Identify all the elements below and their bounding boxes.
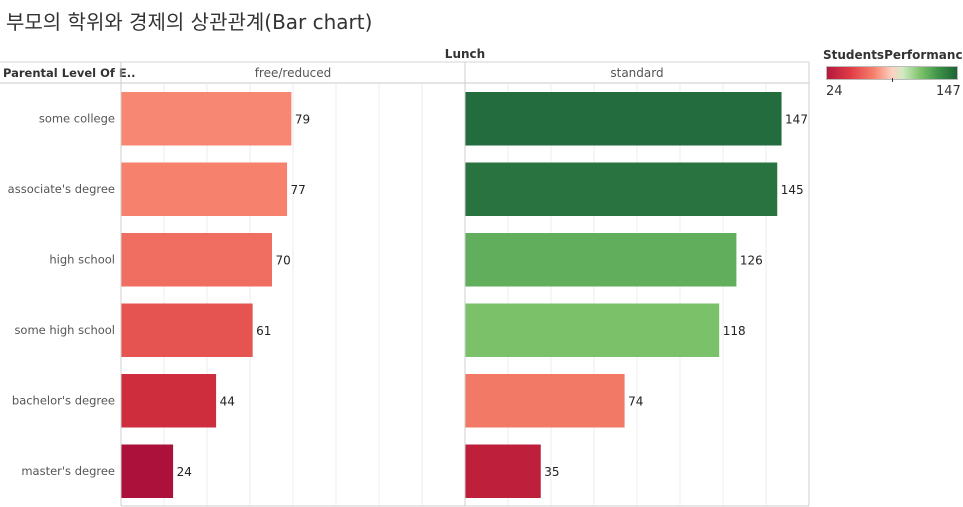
legend-title: StudentsPerformance.. xyxy=(823,48,963,62)
bar xyxy=(465,444,541,498)
data-label: 44 xyxy=(220,394,235,408)
data-label: 35 xyxy=(544,465,559,479)
legend-min-label: 24 xyxy=(826,84,843,99)
column-header-lunch: Lunch xyxy=(445,47,485,61)
data-label: 61 xyxy=(256,324,271,338)
category-label: some college xyxy=(39,111,115,125)
data-label: 118 xyxy=(723,324,746,338)
data-label: 77 xyxy=(291,183,306,197)
bar xyxy=(465,162,778,216)
data-label: 24 xyxy=(177,465,192,479)
legend-midpoint-tick xyxy=(892,78,893,82)
bar xyxy=(121,92,292,146)
column-header-standard: standard xyxy=(610,66,663,80)
column-header-free-reduced: free/reduced xyxy=(255,66,332,80)
bar xyxy=(121,444,174,498)
legend-max-label: 147 xyxy=(936,84,961,99)
chart-title: 부모의 학위와 경제의 상관관계(Bar chart) xyxy=(6,10,373,34)
data-label: 70 xyxy=(276,253,291,267)
category-label: bachelor's degree xyxy=(12,393,115,407)
data-label: 126 xyxy=(740,253,763,267)
bar xyxy=(465,303,720,357)
category-label: master's degree xyxy=(21,464,115,478)
data-label: 79 xyxy=(295,112,310,126)
data-label: 147 xyxy=(785,112,808,126)
bar xyxy=(465,233,737,287)
bar xyxy=(465,374,625,428)
bar xyxy=(121,303,253,357)
category-label: associate's degree xyxy=(8,182,115,196)
data-label: 145 xyxy=(781,183,804,197)
row-header-parental-level: Parental Level Of E.. xyxy=(3,66,136,80)
category-label: some high school xyxy=(14,323,115,337)
category-label: high school xyxy=(49,252,115,266)
bar xyxy=(121,374,217,428)
bar xyxy=(465,92,782,146)
bar xyxy=(121,233,272,287)
bar xyxy=(121,162,288,216)
data-label: 74 xyxy=(628,394,643,408)
